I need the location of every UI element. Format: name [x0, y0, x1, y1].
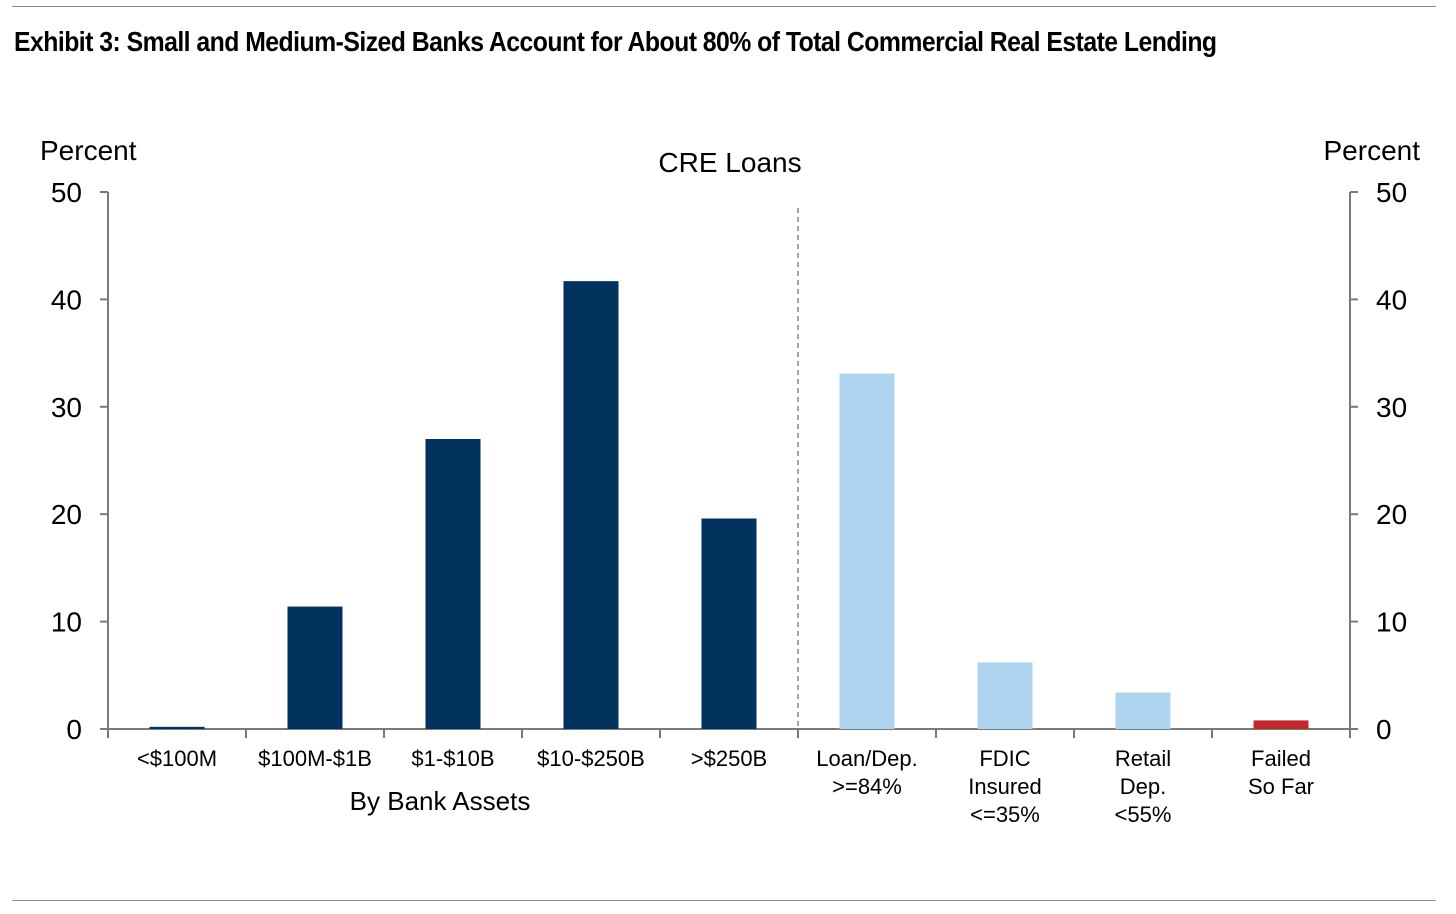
left-y-tick-label: 40	[51, 284, 82, 315]
bottom-rule	[12, 900, 1436, 901]
x-tick-label-line: Loan/Dep.	[816, 746, 918, 771]
x-tick-label-line: Insured	[968, 774, 1041, 799]
x-tick-label-line: <=35%	[970, 802, 1040, 827]
x-tick-label-line: So Far	[1248, 774, 1314, 799]
x-tick-label: Failed So Far	[1248, 746, 1314, 799]
bar	[563, 281, 619, 729]
x-tick-label-line: >=84%	[832, 774, 902, 799]
left-axis-title: Percent	[40, 135, 137, 166]
x-tick-label: $10-$250B	[537, 746, 645, 771]
bar	[839, 373, 895, 729]
bar	[425, 439, 481, 729]
x-tick-label: Retail Dep. <55%	[1115, 746, 1172, 827]
bar	[1115, 692, 1171, 729]
right-y-tick-label: 10	[1376, 607, 1407, 638]
x-tick-label-line: $100M-$1B	[258, 746, 372, 771]
x-tick-label-line: $10-$250B	[537, 746, 645, 771]
x-tick-label-line: >$250B	[691, 746, 767, 771]
group-label: By Bank Assets	[350, 786, 531, 816]
x-tick-labels: <$100M $100M-$1B $1-$10B $10-$250B >$250B Loa…	[137, 746, 1314, 827]
right-y-tick-label: 20	[1376, 499, 1407, 530]
bar	[1253, 720, 1309, 729]
right-axis-title: Percent	[1324, 135, 1421, 166]
x-tick-label: FDIC Insured <=35%	[968, 746, 1041, 827]
x-tick-label-line: Retail	[1115, 746, 1171, 771]
bar	[977, 662, 1033, 729]
left-y-tick-label: 50	[51, 177, 82, 208]
left-y-tick-label: 20	[51, 499, 82, 530]
bar	[149, 726, 205, 729]
left-y-tick-label: 30	[51, 392, 82, 423]
right-y-tick-label: 40	[1376, 284, 1407, 315]
x-tick-label: $1-$10B	[411, 746, 494, 771]
x-tick-label: <$100M	[137, 746, 217, 771]
chart-title: Exhibit 3: Small and Medium-Sized Banks …	[14, 26, 1217, 57]
right-y-tick-label: 50	[1376, 177, 1407, 208]
x-tick-label-line: $1-$10B	[411, 746, 494, 771]
x-tick-label-line: <55%	[1115, 802, 1172, 827]
x-tick-label-line: <$100M	[137, 746, 217, 771]
x-tick-label: >$250B	[691, 746, 767, 771]
bar	[287, 606, 343, 729]
top-rule	[12, 6, 1436, 7]
left-y-tick-label: 0	[66, 714, 82, 745]
x-tick-label-line: Failed	[1251, 746, 1311, 771]
x-tick-label-line: Dep.	[1120, 774, 1166, 799]
bar	[701, 518, 757, 729]
left-y-tick-label: 10	[51, 607, 82, 638]
chart-subtitle: CRE Loans	[658, 147, 801, 178]
x-tick-label: $100M-$1B	[258, 746, 372, 771]
bars	[149, 281, 1309, 729]
x-tick-label: Loan/Dep. >=84%	[816, 746, 918, 799]
right-y-tick-label: 0	[1376, 714, 1392, 745]
x-tick-label-line: FDIC	[979, 746, 1030, 771]
right-y-tick-label: 30	[1376, 392, 1407, 423]
